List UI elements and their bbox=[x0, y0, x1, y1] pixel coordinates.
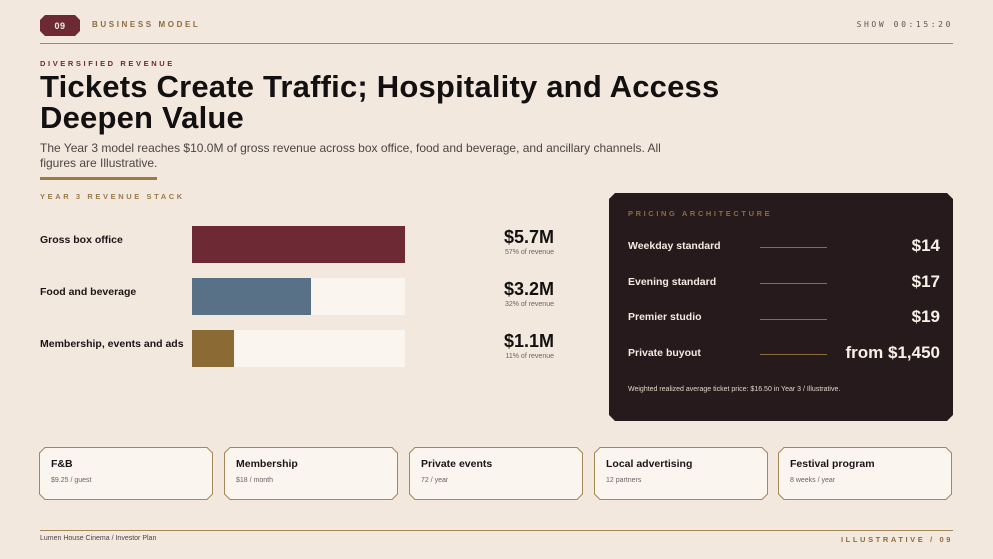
price-label-weekday: Weekday standard bbox=[628, 240, 721, 252]
section-label: BUSINESS MODEL bbox=[92, 20, 201, 29]
price-leader-evening bbox=[760, 283, 827, 284]
revenue-bar-membership bbox=[192, 330, 234, 367]
revenue-label-food-beverage: Food and beverage bbox=[40, 286, 137, 298]
revenue-amount-box-office: $5.7M bbox=[503, 227, 554, 247]
channel-card-fnb: F&B $9.25 / guest bbox=[39, 447, 213, 500]
channel-card-title: Membership bbox=[236, 458, 298, 470]
channel-card-local-advertising: Local advertising 12 partners bbox=[594, 447, 768, 500]
revenue-label-box-office: Gross box office bbox=[40, 234, 123, 246]
price-value-premier: $19 bbox=[911, 307, 940, 326]
page-title: Tickets Create Traffic; Hospitality and … bbox=[40, 69, 720, 135]
price-value-evening: $17 bbox=[911, 272, 940, 291]
channel-card-metric: 8 weeks / year bbox=[790, 477, 836, 484]
channel-card-metric: $9.25 / guest bbox=[51, 477, 92, 484]
eyebrow-label: DIVERSIFIED REVENUE bbox=[40, 59, 175, 68]
channel-card-title: F&B bbox=[51, 458, 73, 470]
revenue-label-membership: Membership, events and ads bbox=[40, 338, 184, 350]
revenue-amount-membership: $1.1M bbox=[503, 331, 554, 351]
channel-card-metric: $18 / month bbox=[236, 477, 273, 484]
footer-divider bbox=[40, 530, 953, 531]
footer-page-marker: ILLUSTRATIVE / 09 bbox=[841, 535, 953, 544]
revenue-amount-food-beverage: $3.2M bbox=[503, 279, 554, 299]
channel-card-title: Festival program bbox=[790, 458, 875, 470]
channel-card-membership: Membership $18 / month bbox=[224, 447, 398, 500]
channel-card-title: Local advertising bbox=[606, 458, 693, 470]
channel-card-metric: 72 / year bbox=[421, 477, 449, 484]
price-value-buyout: from $1,450 bbox=[845, 343, 941, 362]
price-value-weekday: $14 bbox=[911, 236, 940, 255]
price-leader-premier bbox=[760, 319, 827, 320]
revenue-share-box-office: 57% of revenue bbox=[504, 249, 554, 256]
price-leader-buyout bbox=[760, 354, 827, 355]
revenue-share-membership: 11% of revenue bbox=[505, 353, 554, 360]
revenue-bar-box-office bbox=[192, 226, 405, 263]
channel-card-metric: 12 partners bbox=[606, 477, 642, 484]
revenue-bar-track-membership bbox=[192, 330, 405, 367]
show-timer: SHOW 00:15:20 bbox=[856, 20, 953, 29]
pricing-note: Weighted realized average ticket price: … bbox=[628, 386, 841, 393]
slide-number-badge: 09 bbox=[40, 15, 80, 36]
accent-rule bbox=[40, 177, 157, 180]
pricing-title: PRICING ARCHITECTURE bbox=[628, 209, 773, 218]
price-label-premier: Premier studio bbox=[628, 311, 702, 323]
revenue-bar-track-food-beverage bbox=[192, 278, 405, 315]
channel-card-title: Private events bbox=[421, 458, 493, 470]
price-label-evening: Evening standard bbox=[628, 276, 717, 288]
page-subtitle: The Year 3 model reaches $10.0M of gross… bbox=[40, 141, 661, 170]
pricing-panel bbox=[609, 193, 953, 421]
revenue-stack-label: YEAR 3 REVENUE STACK bbox=[40, 192, 185, 201]
header-divider bbox=[40, 43, 953, 44]
price-label-buyout: Private buyout bbox=[628, 347, 701, 359]
revenue-bar-track-box-office bbox=[192, 226, 405, 263]
price-leader-weekday bbox=[760, 247, 827, 248]
footer-source: Lumen House Cinema / Investor Plan bbox=[40, 535, 157, 542]
revenue-bar-food-beverage bbox=[192, 278, 312, 315]
channel-card-private-events: Private events 72 / year bbox=[409, 447, 583, 500]
revenue-share-food-beverage: 32% of revenue bbox=[504, 301, 554, 308]
channel-card-festival-program: Festival program 8 weeks / year bbox=[778, 447, 952, 500]
